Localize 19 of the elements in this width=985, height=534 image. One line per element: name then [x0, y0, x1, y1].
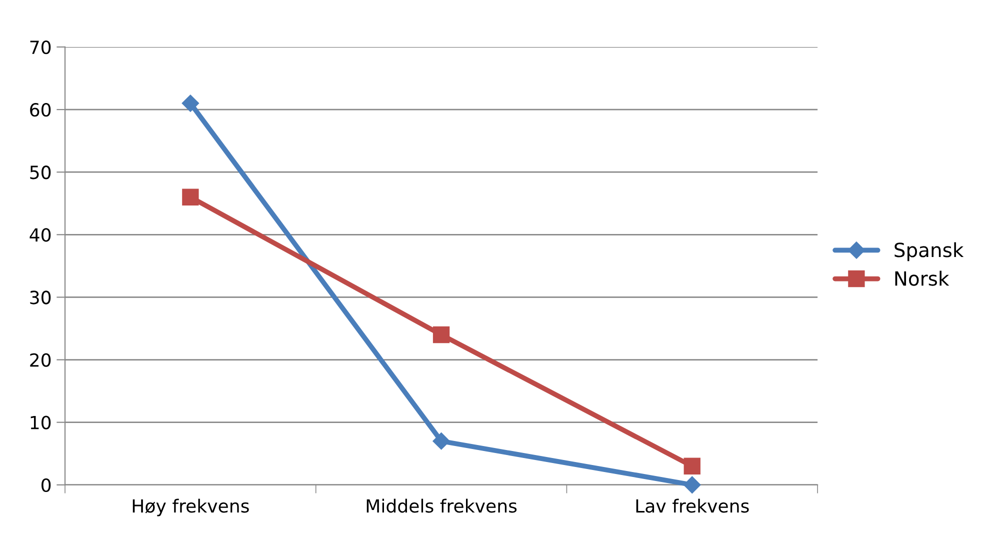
y-tick-label: 20	[30, 353, 51, 367]
point	[182, 188, 199, 206]
x-tick-label: Middels frekvens	[366, 498, 517, 513]
y-tick-label: 70	[30, 40, 51, 54]
point	[684, 476, 701, 494]
y-tick-label: 10	[30, 416, 51, 430]
point	[432, 326, 450, 344]
x-tick-label: Høy frekvens	[132, 498, 249, 516]
legend-label: Spansk	[894, 242, 964, 262]
point	[182, 94, 199, 112]
legend-label: Norsk	[895, 270, 950, 286]
point	[684, 458, 700, 474]
y-tick-label: 0	[42, 478, 51, 492]
y-tick-label: 50	[30, 166, 51, 180]
y-tick-label: 40	[30, 228, 51, 242]
point	[432, 432, 450, 450]
y-tick-label: 60	[30, 103, 51, 117]
y-tick-label: 30	[30, 290, 51, 304]
x-tick-label: Lav frekvens	[636, 498, 749, 513]
